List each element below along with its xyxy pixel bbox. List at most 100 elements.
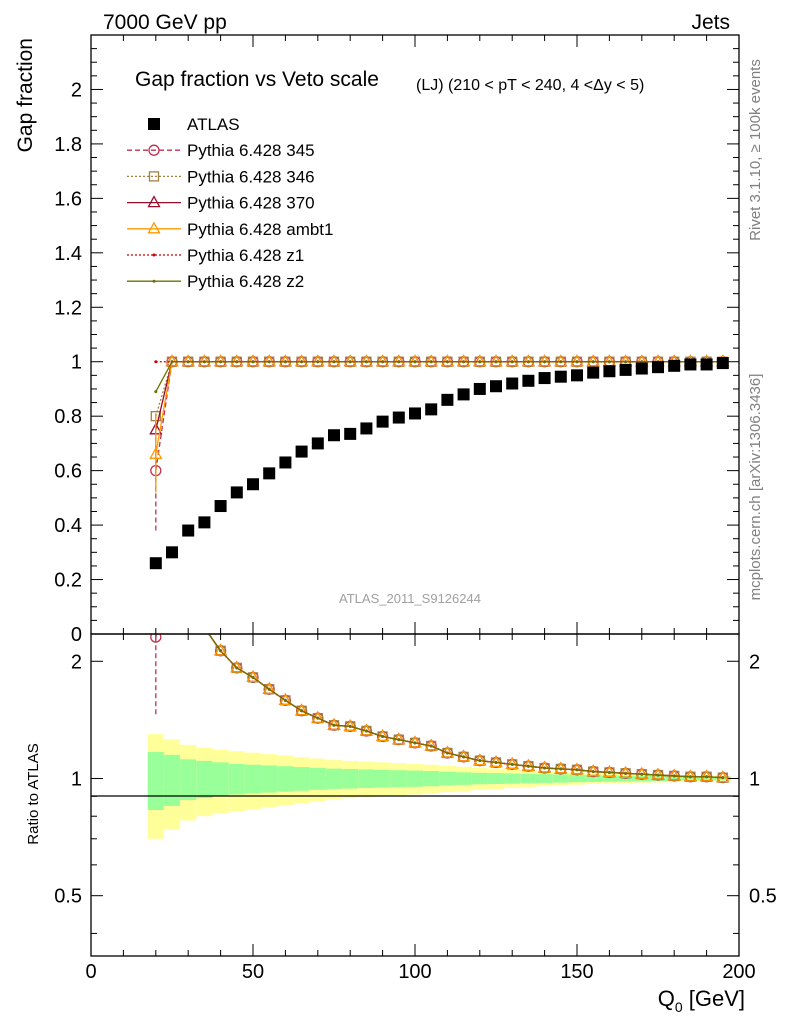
ratio-marker (343, 719, 357, 732)
band-inner-bin (601, 775, 618, 782)
ratio-marker (478, 759, 482, 763)
series-marker (413, 360, 417, 364)
y-tick-label-ratio: 1 (71, 768, 82, 790)
chart-subtitle: (LJ) (210 < pT < 240, 4 <Δy < 5) (416, 77, 644, 94)
series-marker (230, 354, 244, 367)
series-marker (348, 360, 352, 364)
series-marker (364, 360, 368, 364)
series-marker (538, 354, 552, 367)
series-marker (332, 360, 336, 364)
band-inner-bin (196, 760, 213, 799)
atlas-data-point (214, 500, 227, 513)
atlas-data-point (182, 524, 195, 537)
series-marker (267, 360, 271, 364)
y-tick-label-ratio-right: 1 (749, 768, 760, 790)
y-tick-label-main: 1.8 (54, 134, 82, 156)
ratio-marker (543, 766, 547, 770)
series-marker (197, 354, 211, 367)
band-inner-bin (439, 771, 456, 786)
ratio-marker (575, 768, 579, 772)
series-marker (186, 360, 190, 364)
atlas-data-point (522, 374, 535, 387)
y-tick-label-main: 2 (71, 79, 82, 101)
atlas-data-point (311, 437, 324, 450)
ratio-marker (364, 729, 368, 733)
band-inner-bin (552, 774, 569, 783)
ratio-line-5 (208, 634, 723, 779)
atlas-data-point (490, 380, 502, 393)
series-line-5 (155, 361, 723, 392)
legend-marker (147, 221, 161, 234)
series-marker (262, 354, 276, 367)
series-marker (543, 360, 547, 364)
ratio-marker (283, 698, 287, 702)
atlas-data-point (198, 516, 211, 529)
ratio-marker (214, 643, 228, 656)
series-marker (457, 354, 471, 367)
y-axis-label-main: Gap fraction (14, 38, 37, 152)
x-tick-label: 100 (398, 961, 431, 983)
series-marker (591, 360, 595, 364)
band-inner-bin (180, 759, 197, 801)
ratio-marker (554, 761, 568, 774)
series-marker (170, 360, 174, 364)
y-tick-label-main: 0.6 (54, 461, 82, 483)
series-marker (607, 360, 611, 364)
ratio-marker (570, 762, 584, 775)
header-energy-label: 7000 GeV pp (103, 11, 227, 34)
y-tick-label-ratio: 2 (71, 651, 82, 673)
series-marker (494, 360, 498, 364)
x-axis-tick-labels: 0 50 100 150 200 (85, 961, 755, 983)
rivet-version-label: Rivet 3.1.10, ≥ 100k events (747, 59, 764, 241)
ratio-marker (489, 755, 503, 768)
legend-marker (148, 171, 160, 182)
main-axis-ticks: 0 0.2 0.4 0.6 0.8 1 1.2 1.4 1.6 1.8 2 (54, 34, 740, 646)
series-marker (327, 354, 341, 367)
ratio-marker (586, 764, 600, 777)
series-marker (640, 360, 644, 364)
series-marker (381, 360, 385, 364)
series-marker (295, 354, 309, 367)
ratio-marker (700, 769, 714, 782)
atlas-data-point (149, 557, 162, 570)
series-marker (624, 360, 628, 364)
band-inner-bin (374, 769, 391, 788)
y-tick-label-main: 0.8 (54, 406, 82, 428)
band-inner-bin (212, 762, 229, 797)
legend: ATLAS Pythia 6.428 345 Pythia 6.428 346 Pyt… (127, 115, 333, 291)
band-inner-bin (585, 775, 602, 782)
band-inner-bin (471, 772, 488, 785)
legend-label: Pythia 6.428 345 (187, 141, 315, 160)
ratio-marker (640, 772, 644, 776)
legend-marker-atlas (148, 118, 160, 130)
ratio-marker (635, 766, 649, 779)
y-tick-label-main: 1.4 (54, 243, 82, 265)
series-marker (559, 360, 563, 364)
x-tick-label: 200 (722, 961, 755, 983)
ratio-marker (656, 773, 660, 777)
series-marker (429, 360, 433, 364)
band-inner-bin (698, 776, 715, 781)
series-marker (575, 360, 579, 364)
chart-title: Gap fraction vs Veto scale (135, 68, 379, 91)
series-marker (246, 354, 260, 367)
legend-label: Pythia 6.428 ambt1 (187, 220, 333, 239)
y-tick-label-main: 0.4 (54, 515, 82, 537)
ratio-marker (413, 741, 417, 745)
main-panel: 0 0.2 0.4 0.6 0.8 1 1.2 1.4 1.6 1.8 2 (54, 34, 740, 646)
ratio-marker (251, 675, 255, 679)
ratio-marker (721, 776, 725, 780)
ratio-marker (607, 770, 611, 774)
band-inner-bin (423, 771, 440, 787)
band-inner-bin (163, 754, 181, 806)
analysis-watermark: ATLAS_2011_S9126244 (339, 591, 481, 606)
band-inner-bin (277, 766, 294, 792)
band-inner-bin (536, 774, 553, 783)
ratio-frame (90, 633, 740, 957)
ratio-marker (316, 716, 320, 720)
band-inner-bin (342, 768, 359, 789)
series-marker (440, 354, 454, 367)
series-marker (359, 354, 373, 367)
atlas-data-point (457, 388, 470, 401)
atlas-data-point (635, 362, 648, 375)
